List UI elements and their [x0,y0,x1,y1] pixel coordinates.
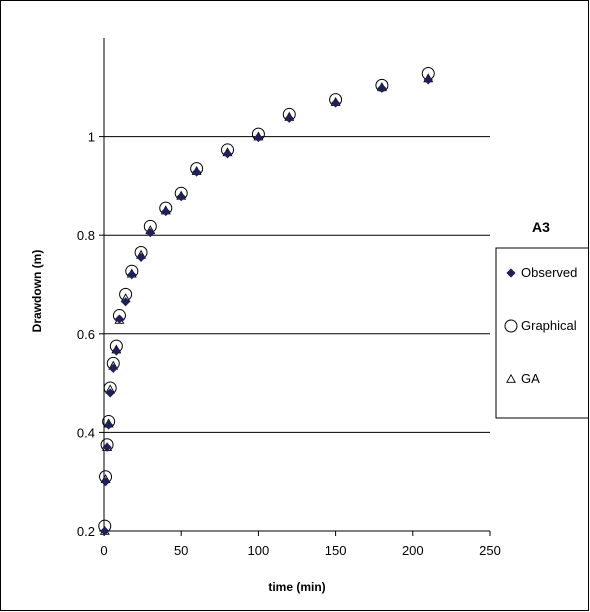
x-tick-label: 100 [248,543,270,558]
point-observed-7 [114,314,125,324]
legend-entries: Observed Graphical GA [504,265,577,386]
point-observed-16 [253,133,263,143]
x-axis-title: time (min) [268,580,325,594]
point-observed-14 [192,167,202,177]
point-observed-13 [176,192,186,202]
series-ga [99,73,434,535]
x-tick-label: 150 [325,543,347,558]
gridlines [104,136,490,433]
x-axis-ticks: 0 50 100 150 200 250 [100,531,501,558]
legend-marker-observed [506,268,516,278]
point-observed-0 [100,526,110,536]
x-tick-label: 200 [402,543,424,558]
point-observed-15 [222,149,233,159]
legend-marker-graphical [504,319,518,333]
point-observed-6 [111,346,121,356]
y-tick-label: 0.8 [77,228,95,243]
x-tick-label: 50 [174,543,188,558]
point-observed-10 [136,252,146,262]
y-tick-label: 0.2 [77,524,95,539]
legend-label-observed: Observed [521,265,577,280]
point-observed-20 [423,75,433,85]
axes [103,38,490,532]
legend: A3 Observed Graphical GA [495,219,588,419]
y-tick-label: 0.4 [77,425,95,440]
legend-label-graphical: Graphical [521,318,577,333]
point-observed-12 [161,206,171,217]
point-observed-2 [102,442,112,452]
series-graphical [98,66,435,533]
point-observed-17 [284,113,294,123]
point-observed-8 [121,297,131,307]
y-axis-title: Drawdown (m) [30,250,44,333]
legend-label-ga: GA [521,371,540,386]
data-points [98,66,435,536]
point-observed-5 [108,363,118,373]
x-tick-label: 0 [100,543,107,558]
point-observed-1 [100,477,111,487]
point-observed-9 [127,270,137,280]
point-observed-19 [377,83,387,93]
legend-title: A3 [532,219,550,235]
point-observed-11 [145,228,155,238]
point-observed-18 [331,98,341,108]
point-observed-4 [105,388,115,398]
y-tick-label: 0.6 [77,327,95,342]
legend-marker-ga [506,373,516,383]
x-tick-label: 250 [479,543,501,558]
y-tick-label: 1 [88,130,95,145]
point-observed-3 [104,420,114,430]
series-observed [100,75,433,536]
